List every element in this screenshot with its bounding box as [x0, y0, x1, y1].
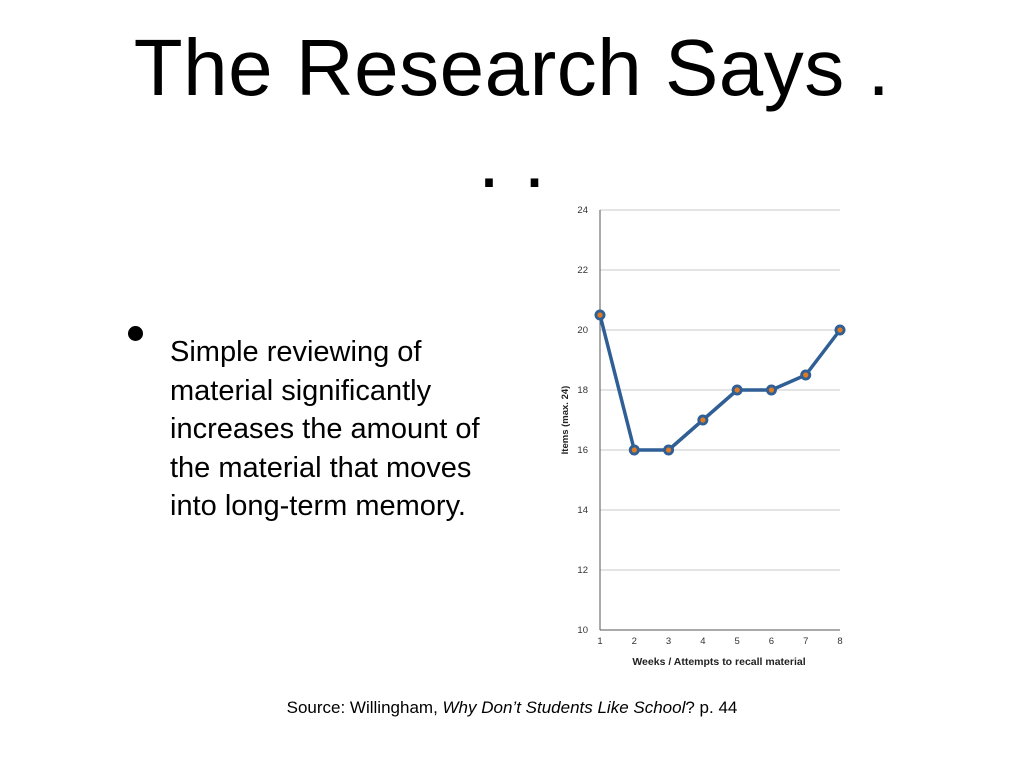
data-point-5: [734, 387, 740, 393]
data-point-4: [700, 417, 706, 423]
chart-axes: [599, 210, 840, 631]
x-tick-label-3: 3: [666, 636, 671, 647]
x-tick-label-6: 6: [769, 636, 774, 647]
source-book-title: Why Don’t Students Like School: [442, 698, 686, 717]
y-tick-label-24: 24: [577, 205, 588, 216]
x-axis-label: Weeks / Attempts to recall material: [632, 656, 805, 668]
x-tick-label-4: 4: [700, 636, 705, 647]
bullet-icon: [128, 326, 143, 341]
source-citation: Source: Willingham, Why Don’t Students L…: [0, 698, 1024, 718]
slide-title: The Research Says . . .: [0, 22, 1024, 206]
title-line-1: The Research Says .: [133, 23, 891, 112]
x-tick-label-2: 2: [632, 636, 637, 647]
series-line-0: [598, 314, 842, 452]
data-point-7: [803, 372, 809, 378]
source-prefix: Source: Willingham,: [286, 698, 443, 717]
title-line-2: . .: [477, 115, 547, 204]
data-point-1: [597, 312, 603, 318]
x-tick-label-5: 5: [734, 636, 739, 647]
y-tick-label-14: 14: [577, 505, 588, 516]
x-tick-label-1: 1: [597, 636, 602, 647]
y-tick-label-20: 20: [577, 325, 588, 336]
chart-grid: [600, 209, 840, 571]
bullet-text: Simple reviewing of material significant…: [170, 336, 480, 522]
y-tick-label-16: 16: [577, 445, 588, 456]
data-point-6: [768, 387, 775, 393]
y-tick-label-18: 18: [577, 385, 588, 396]
chart-series: [594, 309, 846, 456]
y-tick-label-12: 12: [577, 565, 588, 576]
y-axis-label: Items (max. 24): [560, 386, 571, 455]
data-point-2: [631, 447, 637, 453]
y-tick-label-22: 22: [577, 265, 588, 276]
y-tick-label-10: 10: [577, 625, 588, 636]
x-tick-label-7: 7: [803, 636, 808, 647]
x-tick-label-8: 8: [837, 636, 842, 647]
source-suffix: ? p. 44: [685, 698, 738, 717]
data-point-3: [665, 447, 672, 453]
data-point-8: [837, 327, 843, 333]
